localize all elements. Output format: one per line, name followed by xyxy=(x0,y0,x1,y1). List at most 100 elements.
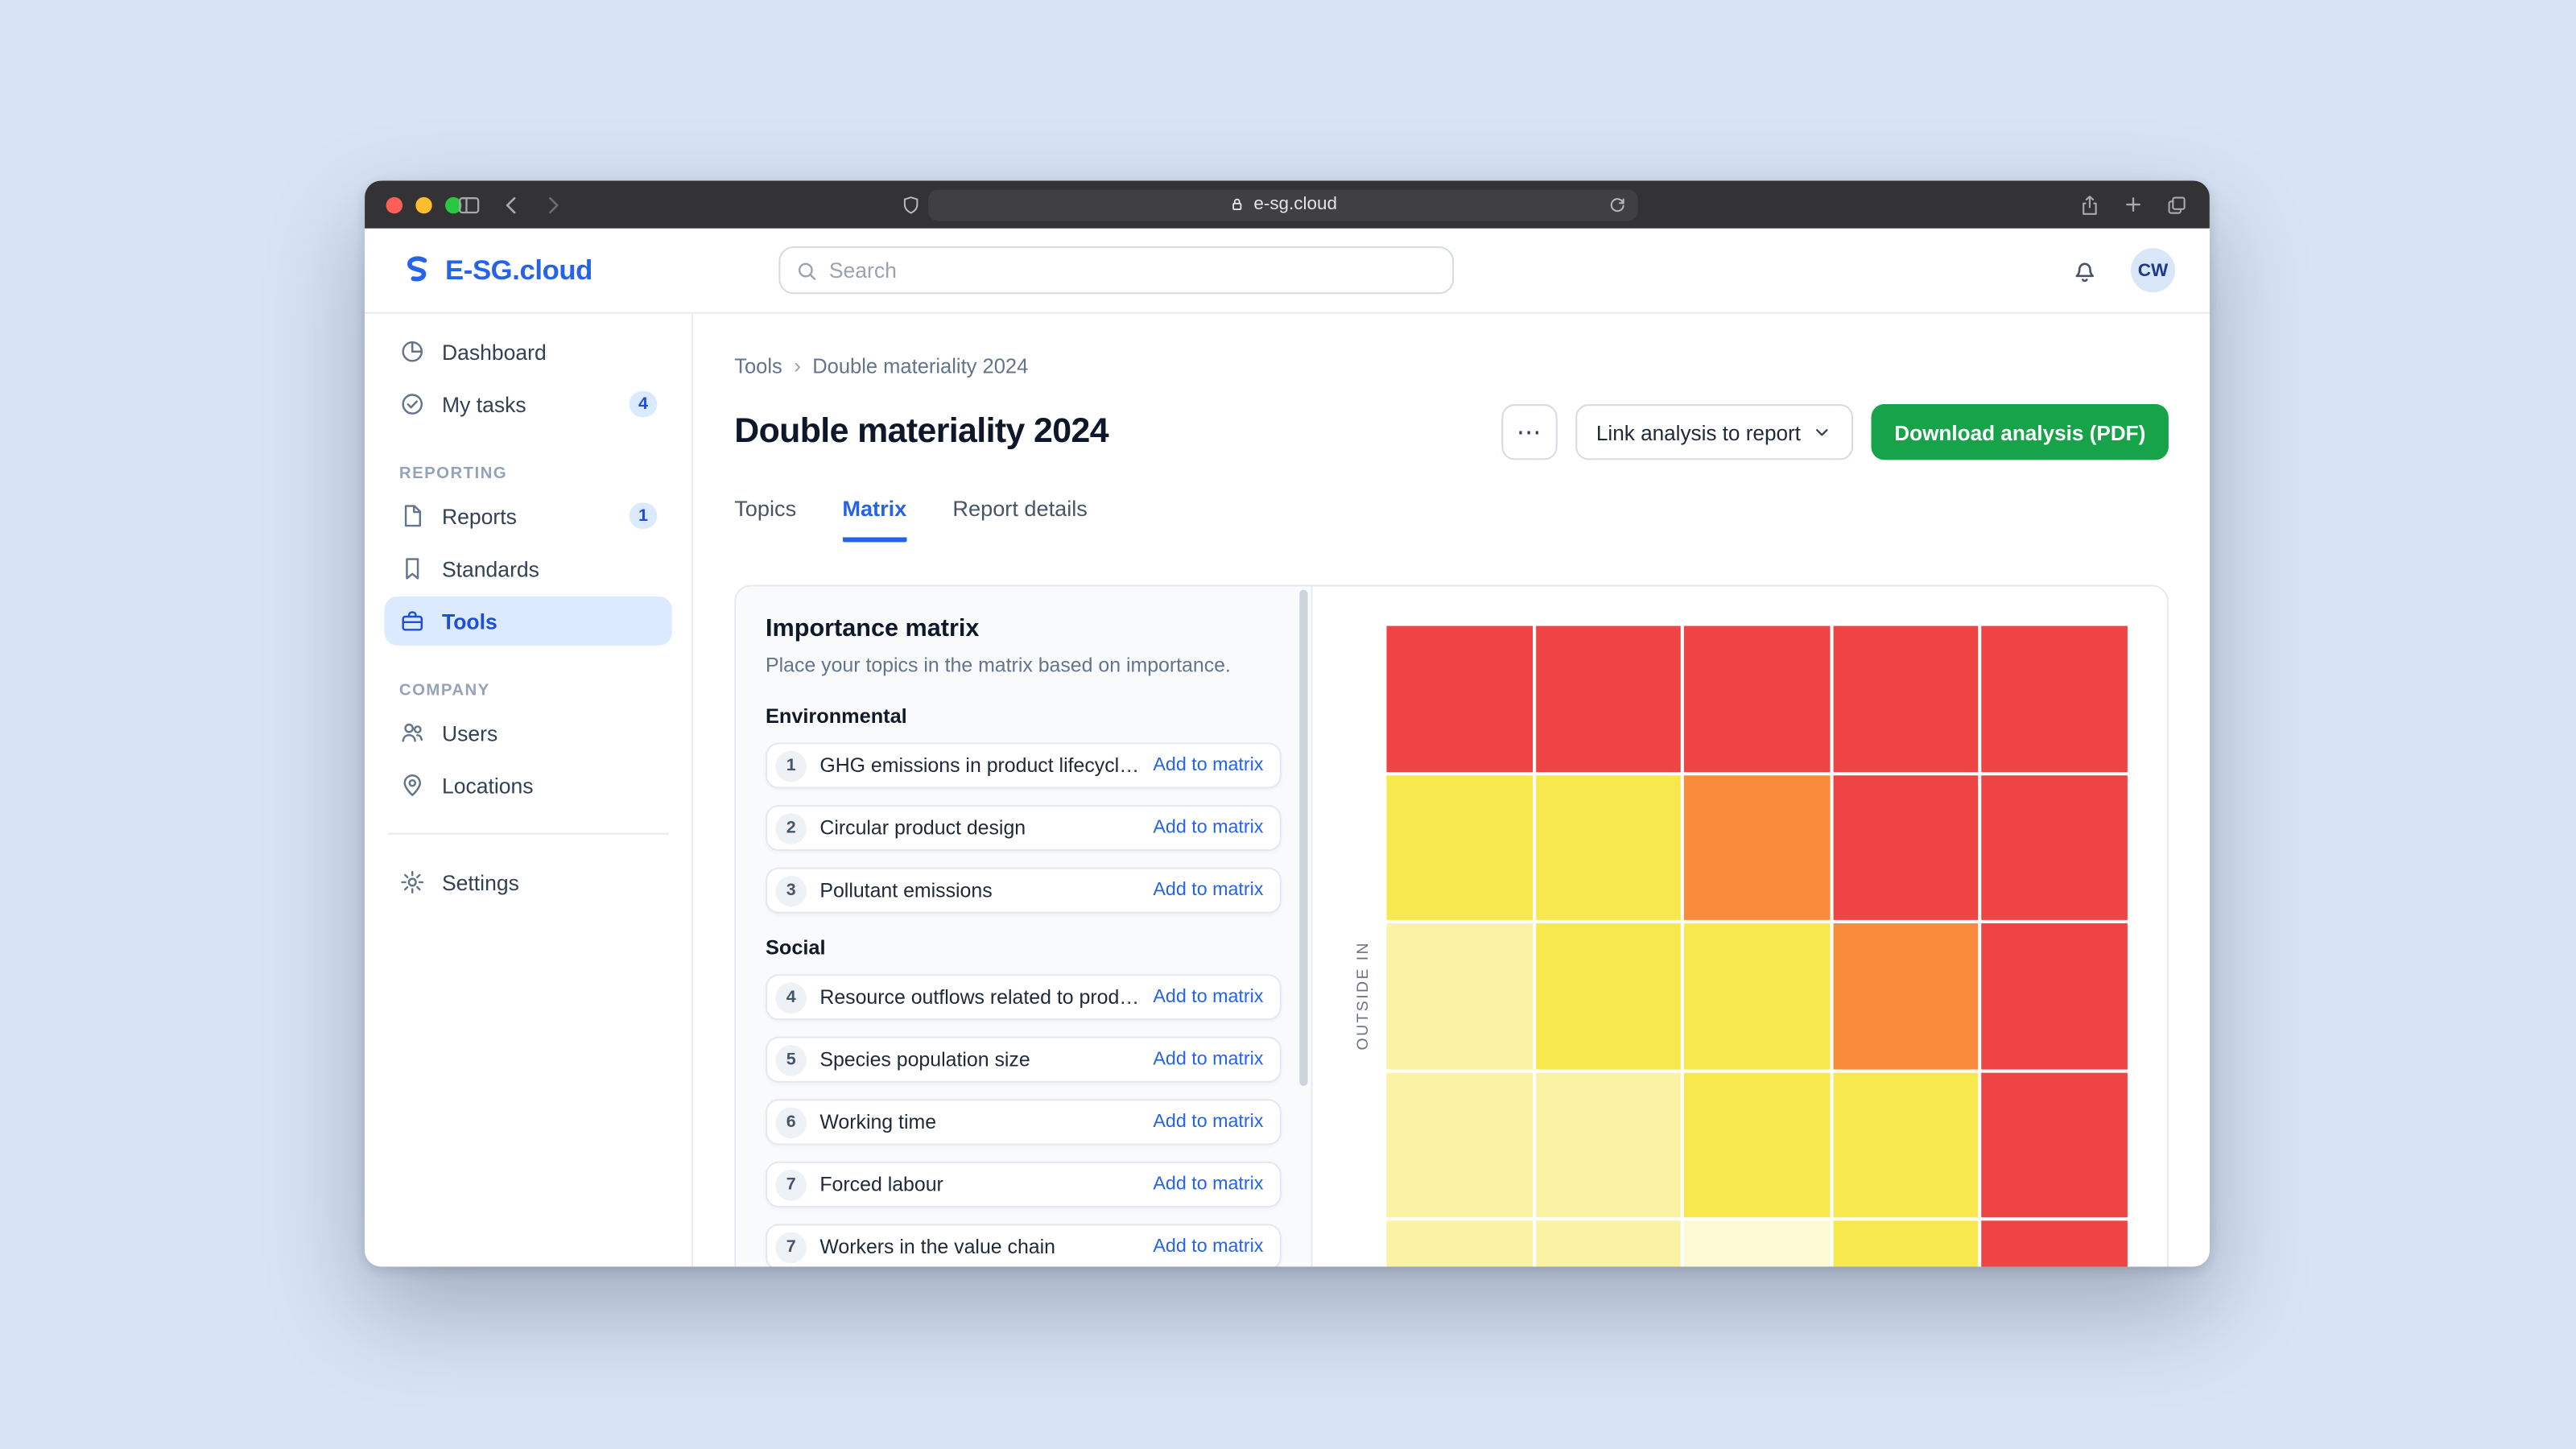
topic-row[interactable]: 6 Working time Add to matrix xyxy=(766,1100,1282,1146)
sidebar-divider xyxy=(387,832,669,835)
topic-groups: Environmental 1 GHG emissions in product… xyxy=(766,705,1282,1267)
add-to-matrix-link[interactable]: Add to matrix xyxy=(1153,881,1264,902)
heatmap-cell-r5c1[interactable] xyxy=(1386,1221,1533,1267)
topic-label: Species population size xyxy=(819,1048,1030,1072)
breadcrumb-tools-link[interactable]: Tools xyxy=(734,353,782,378)
sidebar-item-label: Standards xyxy=(441,555,539,581)
close-button[interactable] xyxy=(386,196,402,213)
sidebar-toggle-icon[interactable] xyxy=(456,192,481,217)
panel-description: Place your topics in the matrix based on… xyxy=(766,654,1231,677)
topic-row[interactable]: 7 Workers in the value chain Add to matr… xyxy=(766,1224,1282,1267)
topic-number: 7 xyxy=(775,1169,807,1201)
heatmap-cell-r3c3[interactable] xyxy=(1684,923,1831,1070)
heatmap-cell-r1c5[interactable] xyxy=(1982,625,2128,772)
heatmap-cell-r4c5[interactable] xyxy=(1982,1072,2128,1219)
add-to-matrix-link[interactable]: Add to matrix xyxy=(1153,819,1264,839)
new-tab-icon[interactable] xyxy=(2123,194,2145,216)
privacy-shield-icon[interactable] xyxy=(900,194,922,216)
topic-row[interactable]: 7 Forced labour Add to matrix xyxy=(766,1162,1282,1208)
my-tasks-badge: 4 xyxy=(629,390,658,418)
add-to-matrix-link[interactable]: Add to matrix xyxy=(1153,988,1264,1008)
tab-overview-icon[interactable] xyxy=(2165,193,2189,217)
link-analysis-button[interactable]: Link analysis to report xyxy=(1575,404,1854,460)
tab-report-details[interactable]: Report details xyxy=(952,496,1088,521)
brand-logo[interactable]: E-SG.cloud xyxy=(399,253,592,287)
download-analysis-button[interactable]: Download analysis (PDF) xyxy=(1871,404,2169,460)
topic-label: GHG emissions in product lifecycle (s... xyxy=(819,754,1141,778)
heatmap-cell-r2c1[interactable] xyxy=(1386,774,1533,921)
heatmap-cell-r5c4[interactable] xyxy=(1833,1221,1979,1267)
heatmap-cell-r1c3[interactable] xyxy=(1684,625,1831,772)
sidebar-item-tools[interactable]: Tools xyxy=(384,596,672,646)
heatmap-grid xyxy=(1386,625,2128,1267)
heatmap-cell-r1c2[interactable] xyxy=(1535,625,1682,772)
search-input[interactable] xyxy=(828,258,1437,283)
topic-row[interactable]: 5 Species population size Add to matrix xyxy=(766,1037,1282,1084)
tab-topics[interactable]: Topics xyxy=(734,496,797,521)
main-content: Tools › Double materiality 2024 Double m… xyxy=(693,313,2210,1267)
zoom-button[interactable] xyxy=(445,196,462,213)
topic-row[interactable]: 3 Pollutant emissions Add to matrix xyxy=(766,868,1282,914)
add-to-matrix-link[interactable]: Add to matrix xyxy=(1153,1237,1264,1258)
breadcrumb-current: Double materiality 2024 xyxy=(812,353,1029,378)
heatmap-cell-r2c4[interactable] xyxy=(1833,774,1979,921)
sidebar-item-label: Users xyxy=(441,720,498,745)
sidebar-item-locations[interactable]: Locations xyxy=(385,761,672,810)
brand-name: E-SG.cloud xyxy=(445,254,592,286)
sidebar-item-standards[interactable]: Standards xyxy=(385,544,672,593)
add-to-matrix-link[interactable]: Add to matrix xyxy=(1153,1175,1264,1195)
breadcrumb: Tools › Double materiality 2024 xyxy=(734,353,2169,378)
heatmap-cell-r2c3[interactable] xyxy=(1684,774,1831,921)
heatmap-cell-r4c4[interactable] xyxy=(1833,1072,1979,1219)
sidebar-item-my-tasks[interactable]: My tasks 4 xyxy=(385,379,672,428)
add-to-matrix-link[interactable]: Add to matrix xyxy=(1153,1113,1264,1133)
heatmap-cell-r3c1[interactable] xyxy=(1386,923,1533,1070)
logo-icon xyxy=(399,253,434,287)
tab-matrix[interactable]: Matrix xyxy=(842,496,907,543)
user-avatar[interactable]: CW xyxy=(2130,248,2176,293)
heatmap-cell-r4c2[interactable] xyxy=(1535,1072,1682,1219)
heatmap-cell-r3c2[interactable] xyxy=(1535,923,1682,1070)
search-bar[interactable] xyxy=(778,246,1454,295)
heatmap-area: OUTSIDE IN xyxy=(1312,586,2167,1267)
more-options-button[interactable]: ⋯ xyxy=(1501,404,1557,460)
add-to-matrix-link[interactable]: Add to matrix xyxy=(1153,1051,1264,1071)
heatmap-cell-r4c3[interactable] xyxy=(1684,1072,1831,1219)
heatmap-cell-r3c5[interactable] xyxy=(1982,923,2128,1070)
reports-icon xyxy=(399,502,426,529)
topic-group-title: Social xyxy=(766,937,826,960)
topic-row[interactable]: 2 Circular product design Add to matrix xyxy=(766,805,1282,852)
notifications-bell-icon[interactable] xyxy=(2070,255,2099,285)
sidebar-item-dashboard[interactable]: Dashboard xyxy=(385,327,672,376)
address-bar[interactable]: e-sg.cloud xyxy=(928,188,1638,221)
heatmap-cell-r5c2[interactable] xyxy=(1535,1221,1682,1267)
panel-scrollbar[interactable] xyxy=(1299,589,1308,1086)
reports-badge: 1 xyxy=(629,502,658,530)
sidebar-item-label: Locations xyxy=(441,773,534,798)
sidebar-item-settings[interactable]: Settings xyxy=(385,857,672,906)
heatmap-cell-r5c3[interactable] xyxy=(1684,1221,1831,1267)
heatmap-cell-r3c4[interactable] xyxy=(1833,923,1979,1070)
topic-row[interactable]: 4 Resource outflows related to product..… xyxy=(766,975,1282,1022)
heatmap-cell-r1c1[interactable] xyxy=(1386,625,1533,772)
share-icon[interactable] xyxy=(2079,193,2102,217)
topic-number: 5 xyxy=(775,1044,807,1076)
panel-title: Importance matrix xyxy=(766,614,980,642)
topic-group: Environmental 1 GHG emissions in product… xyxy=(766,705,1282,914)
add-to-matrix-link[interactable]: Add to matrix xyxy=(1153,756,1264,777)
settings-gear-icon xyxy=(399,869,426,896)
heatmap-cell-r1c4[interactable] xyxy=(1833,625,1979,772)
sidebar-item-reports[interactable]: Reports 1 xyxy=(385,491,672,540)
heatmap-cell-r2c5[interactable] xyxy=(1982,774,2128,921)
topic-row[interactable]: 1 GHG emissions in product lifecycle (s.… xyxy=(766,743,1282,790)
reload-icon[interactable] xyxy=(1608,196,1626,213)
forward-icon[interactable] xyxy=(542,194,564,216)
chevron-down-icon xyxy=(1812,422,1831,441)
heatmap-cell-r2c2[interactable] xyxy=(1535,774,1682,921)
minimize-button[interactable] xyxy=(415,196,432,213)
back-icon[interactable] xyxy=(501,194,522,216)
heatmap-cell-r5c5[interactable] xyxy=(1982,1221,2128,1267)
url-text: e-sg.cloud xyxy=(1253,194,1337,215)
heatmap-cell-r4c1[interactable] xyxy=(1386,1072,1533,1219)
sidebar-item-users[interactable]: Users xyxy=(385,708,672,758)
